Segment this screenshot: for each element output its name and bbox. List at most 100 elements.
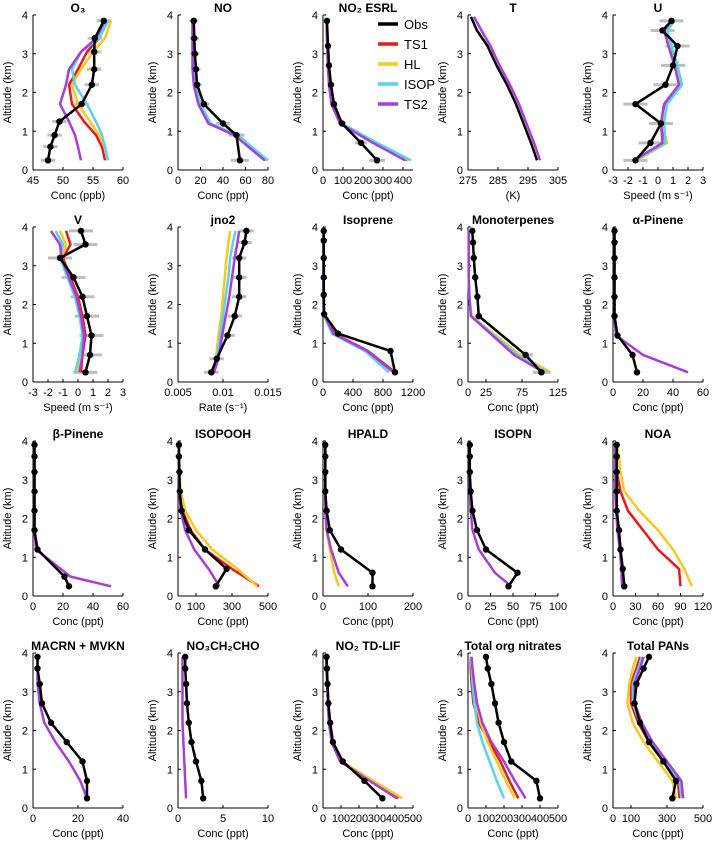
x-tick-label: 0 bbox=[175, 601, 181, 613]
obs-point bbox=[621, 583, 628, 590]
obs-point bbox=[373, 157, 381, 164]
y-tick-label: 0 bbox=[167, 377, 173, 389]
x-tick-label: 305 bbox=[549, 175, 567, 187]
panel-title: ISOPOOH bbox=[195, 427, 251, 441]
obs-point bbox=[474, 293, 481, 300]
obs-point bbox=[31, 453, 38, 460]
x-tick-label: 2 bbox=[105, 387, 111, 399]
obs-point bbox=[91, 48, 98, 56]
y-tick-label: 0 bbox=[602, 803, 608, 815]
obs-point bbox=[176, 488, 183, 495]
series-line-isop bbox=[191, 20, 269, 162]
x-tick-label: 0 bbox=[320, 175, 326, 187]
y-tick-label: 4 bbox=[457, 436, 463, 448]
obs-point bbox=[645, 653, 653, 661]
y-tick-label: 1 bbox=[602, 764, 608, 776]
obs-point bbox=[659, 27, 666, 34]
obs-point bbox=[192, 66, 200, 73]
y-tick-label: 2 bbox=[167, 88, 173, 100]
series-line-obs bbox=[468, 444, 519, 587]
series-line-ts2 bbox=[324, 444, 349, 587]
obs-point bbox=[191, 35, 198, 42]
obs-point bbox=[357, 139, 365, 147]
y-tick-label: 0 bbox=[22, 591, 28, 603]
obs-point bbox=[522, 351, 529, 359]
y-tick-label: 4 bbox=[22, 10, 28, 22]
y-tick-label: 3 bbox=[167, 49, 173, 61]
x-tick-label: 100 bbox=[359, 601, 377, 613]
x-tick-label: 0 bbox=[320, 387, 326, 399]
series-line-ts1 bbox=[67, 20, 110, 161]
obs-point bbox=[611, 312, 618, 320]
x-tick-label: 1200 bbox=[401, 387, 425, 399]
x-axis-label: Conc (ppt) bbox=[342, 402, 393, 414]
panel-title: Total org nitrates bbox=[464, 639, 561, 653]
x-tick-label: 100 bbox=[334, 175, 352, 187]
panel-title: T bbox=[509, 1, 517, 15]
y-tick-label: 2 bbox=[22, 726, 28, 738]
y-axis-label: Altitude (km) bbox=[582, 700, 594, 762]
obs-point bbox=[500, 738, 508, 746]
panel-12: 0 1 2 3 4 0 100 300 500 ISOPOOH Conc (ppt) Altitude… bbox=[147, 427, 277, 628]
x-tick-label: 3 bbox=[120, 387, 126, 399]
x-tick-label: 0 bbox=[610, 813, 616, 825]
x-tick-label: 20 bbox=[194, 175, 206, 187]
legend-label-ts1: TS1 bbox=[404, 37, 428, 52]
obs-point bbox=[619, 565, 626, 573]
panel-title: V bbox=[74, 213, 82, 227]
obs-point bbox=[31, 507, 38, 514]
obs-point bbox=[182, 680, 190, 688]
obs-point bbox=[491, 700, 499, 707]
y-tick-label: 3 bbox=[602, 49, 608, 61]
obs-point bbox=[326, 526, 333, 534]
obs-point bbox=[387, 347, 394, 355]
x-tick-label: 200 bbox=[404, 601, 422, 613]
y-tick-label: 1 bbox=[457, 764, 463, 776]
panel-title: NO₃CH₂CHO bbox=[187, 639, 260, 653]
series-line-obs bbox=[33, 444, 71, 587]
obs-point bbox=[645, 738, 653, 746]
y-tick-label: 3 bbox=[22, 475, 28, 487]
obs-point bbox=[61, 573, 68, 580]
obs-point bbox=[183, 700, 191, 707]
panel-17: 0 1 2 3 4 0 5 10 NO₃CH₂CHO Conc (ppt) Altitude (km… bbox=[147, 639, 274, 840]
y-tick-label: 3 bbox=[312, 49, 318, 61]
obs-point bbox=[56, 254, 64, 262]
y-tick-label: 2 bbox=[312, 514, 318, 526]
y-tick-label: 4 bbox=[457, 222, 463, 234]
y-axis-label: Altitude (km) bbox=[582, 488, 594, 550]
obs-point bbox=[70, 274, 77, 281]
obs-point bbox=[632, 100, 639, 108]
x-axis-label: Speed (m s⁻¹) bbox=[43, 402, 112, 414]
obs-point bbox=[219, 120, 227, 127]
y-tick-label: 2 bbox=[167, 726, 173, 738]
y-tick-label: 0 bbox=[457, 377, 463, 389]
x-tick-label: 80 bbox=[262, 175, 274, 187]
y-tick-label: 3 bbox=[457, 261, 463, 273]
obs-point bbox=[514, 569, 521, 576]
y-tick-label: 0 bbox=[167, 165, 173, 177]
obs-point bbox=[669, 795, 676, 802]
panel-title: Isoprene bbox=[343, 213, 393, 227]
y-tick-label: 2 bbox=[22, 88, 28, 100]
x-tick-label: 0 bbox=[320, 601, 326, 613]
obs-point bbox=[31, 468, 38, 476]
obs-point bbox=[631, 700, 638, 707]
y-tick-label: 4 bbox=[22, 436, 28, 448]
x-tick-label: 60 bbox=[652, 601, 664, 613]
obs-point bbox=[629, 351, 636, 359]
obs-point bbox=[100, 17, 108, 25]
x-tick-label: -1 bbox=[638, 175, 648, 187]
x-tick-label: 40 bbox=[667, 387, 679, 399]
legend-label-isop: ISOP bbox=[404, 77, 435, 92]
y-tick-label: 4 bbox=[167, 222, 173, 234]
y-tick-label: 4 bbox=[602, 10, 608, 22]
obs-point bbox=[339, 758, 346, 765]
obs-point bbox=[337, 546, 345, 553]
obs-point bbox=[323, 17, 331, 25]
obs-point bbox=[79, 758, 86, 765]
x-tick-label: 500 bbox=[549, 813, 567, 825]
obs-point bbox=[617, 546, 624, 553]
x-tick-label: 10 bbox=[262, 813, 274, 825]
y-tick-label: 4 bbox=[602, 436, 608, 448]
